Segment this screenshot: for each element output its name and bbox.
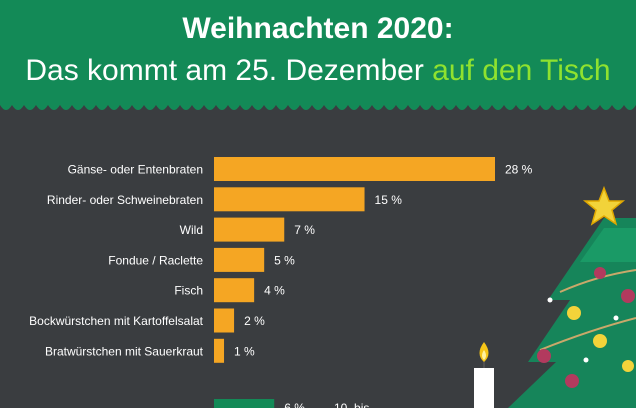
value-label: 5 % [274, 253, 295, 267]
bar [214, 278, 255, 303]
category-label: Bockwürstchen mit Kartoffelsalat [29, 314, 204, 328]
title-line-2: Das kommt am 25. Dezember auf den Tisch [0, 54, 636, 88]
candle-icon [474, 342, 494, 408]
header-scallop-edge [0, 103, 636, 110]
bar [214, 187, 365, 212]
value-label: 2 % [244, 314, 265, 328]
partial-note: 10. bis [334, 401, 369, 408]
value-label: 15 % [375, 193, 403, 207]
category-label: Fondue / Raclette [108, 253, 203, 267]
bar [214, 338, 225, 363]
title-highlight: auf den Tisch [432, 54, 611, 87]
value-label: 1 % [234, 344, 255, 358]
partial-bar [214, 399, 275, 408]
christmas-tree-icon [508, 218, 636, 408]
value-label: 7 % [294, 223, 315, 237]
star-icon [582, 185, 626, 226]
title-line-1: Weihnachten 2020: [182, 12, 454, 45]
partial-value-label: 6 % [284, 401, 305, 408]
bar [214, 217, 285, 242]
category-label: Wild [180, 223, 203, 237]
bar [214, 308, 235, 333]
category-label: Gänse- oder Entenbraten [68, 163, 203, 177]
bar [214, 157, 495, 181]
value-label: 4 % [264, 284, 285, 298]
bar [214, 247, 265, 272]
header-banner: Weihnachten 2020: Das kommt am 25. Dezem… [0, 0, 636, 103]
category-label: Fisch [174, 284, 203, 298]
category-label: Bratwürstchen mit Sauerkraut [45, 344, 204, 358]
category-label: Rinder- oder Schweinebraten [47, 193, 203, 207]
title-prefix: Das kommt am 25. Dezember [25, 54, 433, 87]
value-label: 28 % [505, 163, 533, 177]
